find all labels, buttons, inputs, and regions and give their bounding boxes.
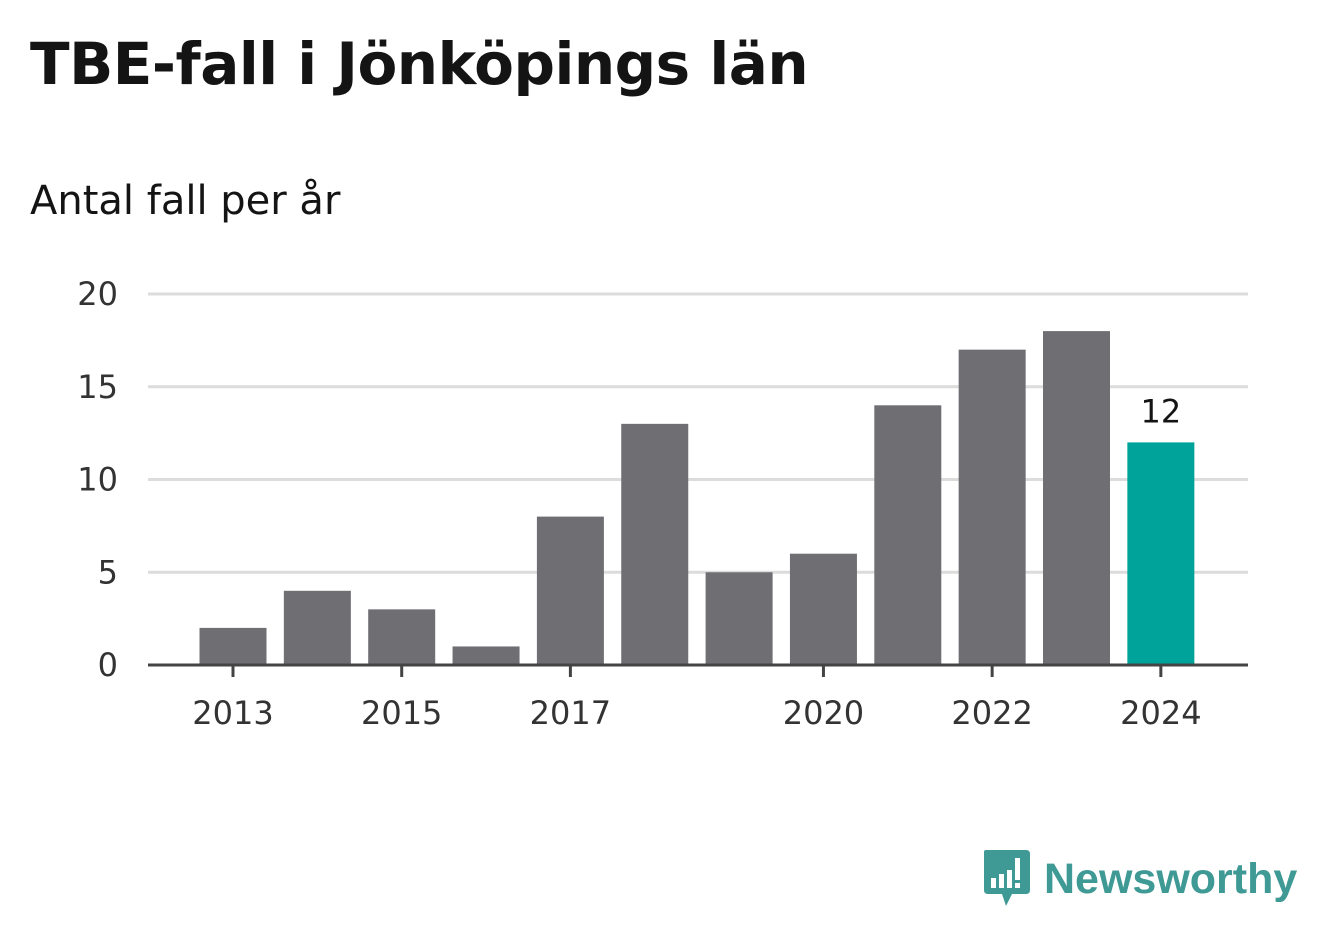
bar-chart: 0 5 10 15 20 2013 2015 2017 2020 2022 2024 12 xyxy=(77,275,1248,732)
bar-2020 xyxy=(789,553,857,665)
x-tick-label-2017: 2017 xyxy=(530,694,611,732)
bar-2021 xyxy=(874,405,942,665)
bar-2022 xyxy=(958,349,1026,665)
x-tick-label-2015: 2015 xyxy=(361,694,442,732)
y-tick-label-5: 5 xyxy=(98,553,118,591)
chart-subtitle: Antal fall per år xyxy=(30,178,341,224)
bar-2023 xyxy=(1043,331,1110,665)
bar-2016 xyxy=(452,646,520,665)
newsworthy-logo-icon xyxy=(984,850,1030,906)
chart-title: TBE-fall i Jönköpings län xyxy=(30,30,809,98)
bar-2018 xyxy=(621,423,689,665)
bar-2014 xyxy=(283,590,351,665)
y-tick-label-0: 0 xyxy=(98,646,118,684)
bar-2015 xyxy=(368,609,436,665)
y-tick-label-15: 15 xyxy=(77,368,118,406)
y-tick-label-20: 20 xyxy=(77,275,118,313)
x-tick-label-2020: 2020 xyxy=(783,694,864,732)
x-tick-label-2022: 2022 xyxy=(951,694,1032,732)
x-tick-label-2024: 2024 xyxy=(1120,694,1201,732)
y-tick-label-10: 10 xyxy=(77,461,118,499)
bar-2019 xyxy=(705,572,773,665)
x-tick-label-2013: 2013 xyxy=(192,694,273,732)
bar-2024 xyxy=(1127,442,1195,665)
brand-name: Newsworthy xyxy=(1044,854,1298,903)
brand-logo: Newsworthy xyxy=(982,848,1297,910)
bar-2013 xyxy=(199,627,267,665)
data-label-2024: 12 xyxy=(1140,392,1181,430)
bar-2017 xyxy=(536,516,604,665)
